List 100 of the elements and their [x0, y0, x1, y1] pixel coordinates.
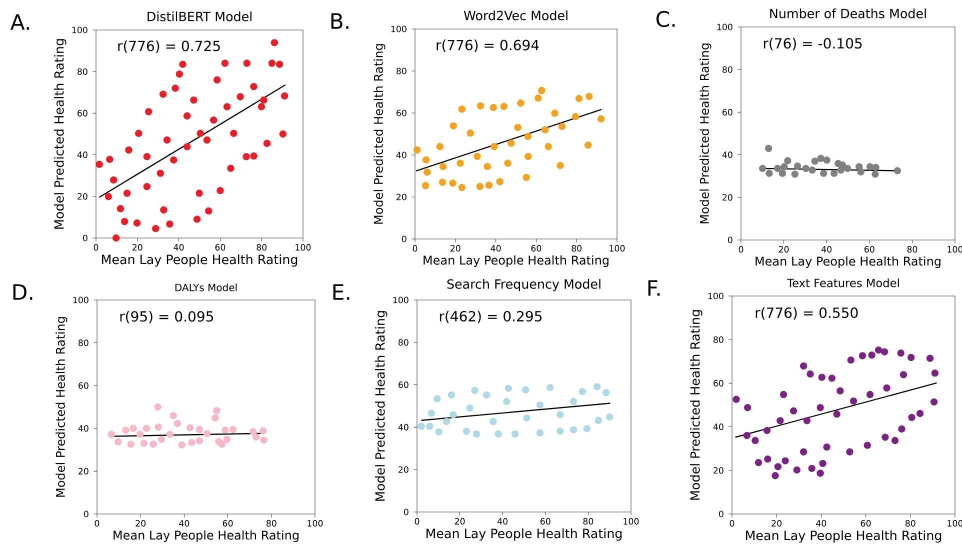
- point: [170, 412, 177, 420]
- point: [154, 403, 162, 411]
- point: [864, 442, 871, 449]
- point: [178, 441, 186, 448]
- point: [508, 140, 515, 147]
- point: [800, 448, 808, 456]
- point: [490, 418, 497, 426]
- point: [522, 174, 530, 182]
- point: [484, 162, 491, 170]
- point: [160, 206, 168, 214]
- annotation: r(76) = -0.105: [764, 38, 862, 50]
- point: [891, 436, 899, 444]
- point: [482, 391, 490, 399]
- point: [808, 464, 816, 472]
- point: [458, 184, 466, 192]
- point: [413, 146, 421, 154]
- point: [276, 60, 284, 68]
- x-tick-label: 60: [540, 518, 550, 525]
- y-tick-label: 60: [722, 108, 732, 116]
- point: [732, 396, 740, 403]
- point: [772, 472, 779, 480]
- point: [766, 170, 773, 177]
- point: [524, 132, 532, 140]
- x-tick-label: 40: [490, 245, 501, 252]
- text: E.: [333, 284, 350, 300]
- point: [179, 60, 186, 68]
- y-tick-label: 0: [404, 508, 408, 516]
- point: [534, 94, 542, 102]
- point: [811, 158, 818, 165]
- point: [819, 460, 826, 468]
- y-tick-label: 80: [398, 339, 408, 346]
- point: [223, 436, 231, 443]
- point: [143, 153, 151, 160]
- x-tick-label: 40: [816, 520, 826, 527]
- annotation: r(95) = 0.095: [120, 310, 214, 324]
- point: [222, 426, 229, 434]
- point: [931, 370, 939, 377]
- y-tick-label: 80: [396, 68, 406, 74]
- y-tick-label: 60: [396, 110, 406, 116]
- point: [803, 417, 811, 424]
- chart-title: Number of Deaths Model: [770, 8, 926, 18]
- point: [759, 164, 766, 172]
- point: [229, 426, 237, 434]
- point: [578, 388, 586, 396]
- point: [213, 407, 220, 414]
- point: [183, 112, 191, 120]
- point: [422, 156, 430, 164]
- x-tick-label: 0: [738, 246, 744, 253]
- point: [883, 384, 890, 392]
- x-tick-label: 100: [308, 520, 323, 527]
- point: [166, 430, 174, 438]
- chart-title: Search Frequency Model: [447, 279, 600, 292]
- point: [802, 164, 810, 172]
- y-tick-label: 60: [714, 380, 724, 386]
- point: [476, 102, 484, 110]
- point: [597, 115, 605, 122]
- point: [422, 182, 430, 190]
- point: [504, 160, 512, 167]
- point: [196, 426, 204, 434]
- point: [570, 426, 578, 434]
- point: [743, 432, 751, 440]
- point: [752, 436, 759, 444]
- point: [210, 116, 218, 124]
- point: [196, 130, 204, 137]
- point: [183, 143, 191, 150]
- point: [898, 425, 906, 433]
- y-tick-label: 20: [78, 468, 88, 474]
- x-tick-label: 80: [572, 245, 582, 252]
- x-tick-label: 60: [860, 520, 871, 527]
- point: [857, 168, 864, 176]
- point: [837, 166, 845, 174]
- x-tick-label: 60: [531, 245, 542, 252]
- point: [144, 108, 152, 116]
- point: [763, 426, 771, 434]
- annotation: r(776) = 0.725: [118, 40, 220, 53]
- point: [793, 466, 800, 474]
- x-tick-label: 20: [772, 520, 782, 527]
- point: [868, 351, 876, 359]
- y-tick-label: 60: [78, 382, 88, 389]
- point: [778, 170, 786, 177]
- point: [586, 92, 593, 100]
- point: [170, 156, 178, 164]
- point: [833, 410, 840, 418]
- y-axis-title: Model Predicted Health Rating: [54, 39, 66, 229]
- y-tick-label: 40: [722, 152, 732, 158]
- point: [496, 178, 504, 186]
- point: [536, 401, 544, 409]
- point: [472, 430, 480, 438]
- x-tick-label: 20: [450, 245, 460, 252]
- point: [130, 424, 137, 432]
- point: [250, 152, 258, 160]
- point: [186, 424, 194, 432]
- point: [522, 386, 530, 394]
- point: [816, 404, 824, 412]
- y-tick-label: 100: [73, 296, 88, 304]
- point: [154, 423, 162, 431]
- point: [817, 154, 824, 162]
- chart-title: DALYs Model: [175, 284, 237, 292]
- point: [584, 142, 592, 149]
- x-tick-label: 80: [583, 518, 594, 525]
